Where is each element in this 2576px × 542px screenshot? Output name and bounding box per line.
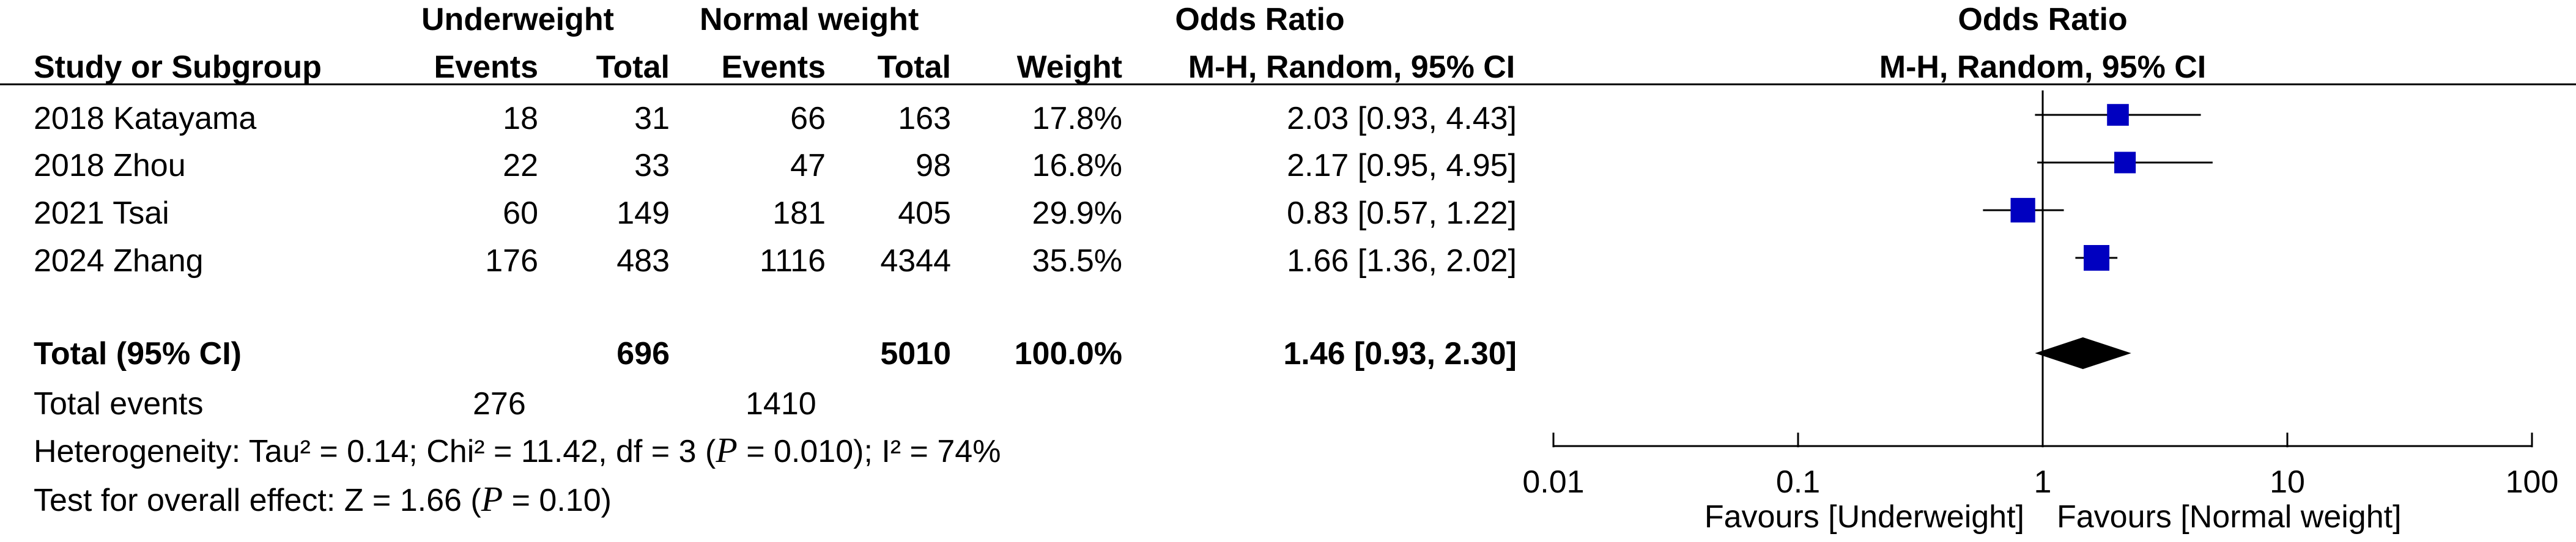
overall-effect-p-value: = 0.10) xyxy=(503,483,612,518)
g1-total: 149 xyxy=(616,196,670,231)
total-events-label: Total events xyxy=(34,386,204,422)
g1-events: 176 xyxy=(485,243,538,279)
heterogeneity-prefix: Heterogeneity: Tau² = 0.14; Chi² = 11.42… xyxy=(34,434,716,469)
study-weight: 29.9% xyxy=(1032,196,1122,231)
total-g1-total: 696 xyxy=(616,336,670,372)
total-weight: 100.0% xyxy=(1014,336,1122,372)
study-square xyxy=(2107,104,2129,126)
g1-total: 31 xyxy=(634,101,670,136)
study-square xyxy=(2084,245,2110,271)
group2-header: Normal weight xyxy=(700,2,919,37)
study-column-header: Study or Subgroup xyxy=(34,49,322,85)
g2-total: 4344 xyxy=(880,243,951,279)
study-or-ci: 2.03 [0.93, 4.43] xyxy=(1287,101,1517,136)
group1-header: Underweight xyxy=(421,2,614,37)
heterogeneity-p-letter: P xyxy=(716,430,738,470)
total-events-g1: 276 xyxy=(473,386,526,422)
g2-events: 1116 xyxy=(760,243,826,279)
total-label: Total (95% CI) xyxy=(34,336,242,372)
x-tick-label: 100 xyxy=(2506,464,2559,500)
g1-events: 22 xyxy=(503,148,538,183)
g1-events-header: Events xyxy=(434,49,538,85)
total-events-g2: 1410 xyxy=(746,386,816,422)
study-name: 2024 Zhang xyxy=(34,243,204,279)
g2-events: 181 xyxy=(772,196,826,231)
study-square xyxy=(2010,197,2035,223)
g1-events: 18 xyxy=(503,101,538,136)
study-name: 2018 Zhou xyxy=(34,148,186,183)
study-or-ci: 0.83 [0.57, 1.22] xyxy=(1287,196,1517,231)
study-weight: 35.5% xyxy=(1032,243,1122,279)
g1-total: 483 xyxy=(616,243,670,279)
g1-events: 60 xyxy=(503,196,538,231)
pooled-diamond xyxy=(2035,337,2131,369)
x-tick-label: 0.01 xyxy=(1522,464,1584,500)
x-tick-label: 0.1 xyxy=(1776,464,1820,500)
plot-method-header: M-H, Random, 95% CI xyxy=(1879,49,2207,85)
g1-total-header: Total xyxy=(596,49,670,85)
g2-total: 163 xyxy=(898,101,951,136)
plot-header-title: Odds Ratio xyxy=(1958,2,2128,37)
or-header-title: Odds Ratio xyxy=(1175,2,1345,37)
g2-total: 405 xyxy=(898,196,951,231)
overall-effect-text: Test for overall effect: Z = 1.66 (P = 0… xyxy=(34,482,612,517)
study-square xyxy=(2114,152,2136,174)
favours-left-label: Favours [Underweight] xyxy=(1704,499,2024,535)
study-name: 2018 Katayama xyxy=(34,101,257,136)
heterogeneity-p-value: = 0.010); I² = 74% xyxy=(737,434,1001,469)
g1-total: 33 xyxy=(634,148,670,183)
total-g2-total: 5010 xyxy=(880,336,951,372)
weight-header: Weight xyxy=(1016,49,1122,85)
study-name: 2021 Tsai xyxy=(34,196,169,231)
study-weight: 17.8% xyxy=(1032,101,1122,136)
study-or-ci: 1.66 [1.36, 2.02] xyxy=(1287,243,1517,279)
g2-events: 66 xyxy=(790,101,826,136)
g2-total: 98 xyxy=(916,148,951,183)
favours-right-label: Favours [Normal weight] xyxy=(2057,499,2402,535)
x-tick-label: 10 xyxy=(2270,464,2305,500)
g2-events: 47 xyxy=(790,148,826,183)
g2-events-header: Events xyxy=(721,49,826,85)
overall-effect-prefix: Test for overall effect: Z = 1.66 ( xyxy=(34,483,481,518)
overall-effect-p-letter: P xyxy=(481,479,503,519)
heterogeneity-text: Heterogeneity: Tau² = 0.14; Chi² = 11.42… xyxy=(34,433,1001,468)
or-method-header: M-H, Random, 95% CI xyxy=(1188,49,1516,85)
x-tick-label: 1 xyxy=(2034,464,2052,500)
study-weight: 16.8% xyxy=(1032,148,1122,183)
total-or-ci: 1.46 [0.93, 2.30] xyxy=(1283,336,1517,372)
g2-total-header: Total xyxy=(877,49,951,85)
study-or-ci: 2.17 [0.95, 4.95] xyxy=(1287,148,1517,183)
